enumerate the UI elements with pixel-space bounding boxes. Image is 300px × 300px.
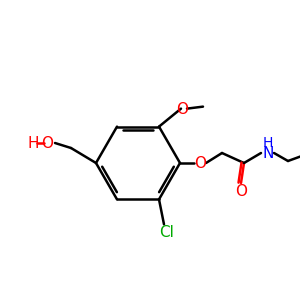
- Text: O: O: [176, 102, 188, 117]
- Text: H: H: [27, 136, 39, 151]
- Text: O: O: [41, 136, 53, 151]
- Text: O: O: [235, 184, 247, 199]
- Text: Cl: Cl: [160, 225, 174, 240]
- Text: N: N: [262, 146, 274, 160]
- Text: H: H: [263, 136, 273, 150]
- Text: O: O: [194, 155, 206, 170]
